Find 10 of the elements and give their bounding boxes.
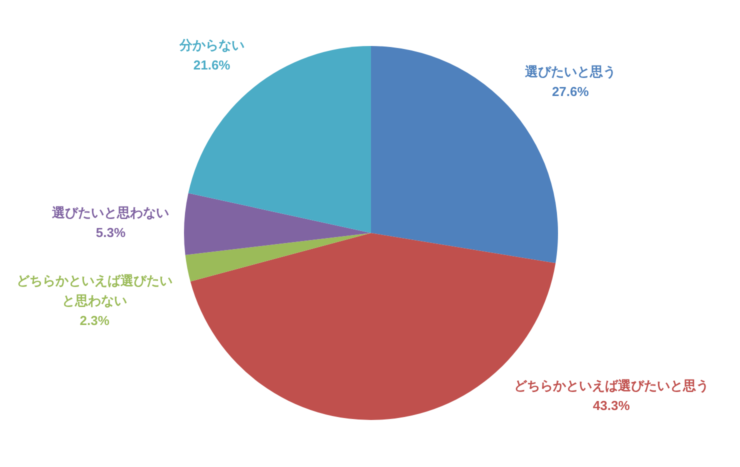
data-label: 43.3% [592,398,630,413]
slice-label: 選びたいと思う [524,64,616,80]
slice-label: 選びたいと思わない [51,205,170,220]
slice-label: 分からない [178,38,244,53]
data-label: 27.6% [552,84,590,100]
data-label: 5.3% [96,225,126,240]
slice-label: どちらかといえば選びたいと思わない [16,273,173,308]
data-label: 21.6% [193,58,231,73]
data-label: 2.3% [80,313,110,328]
slice-label: どちらかといえば選びたいと思う [514,378,709,393]
